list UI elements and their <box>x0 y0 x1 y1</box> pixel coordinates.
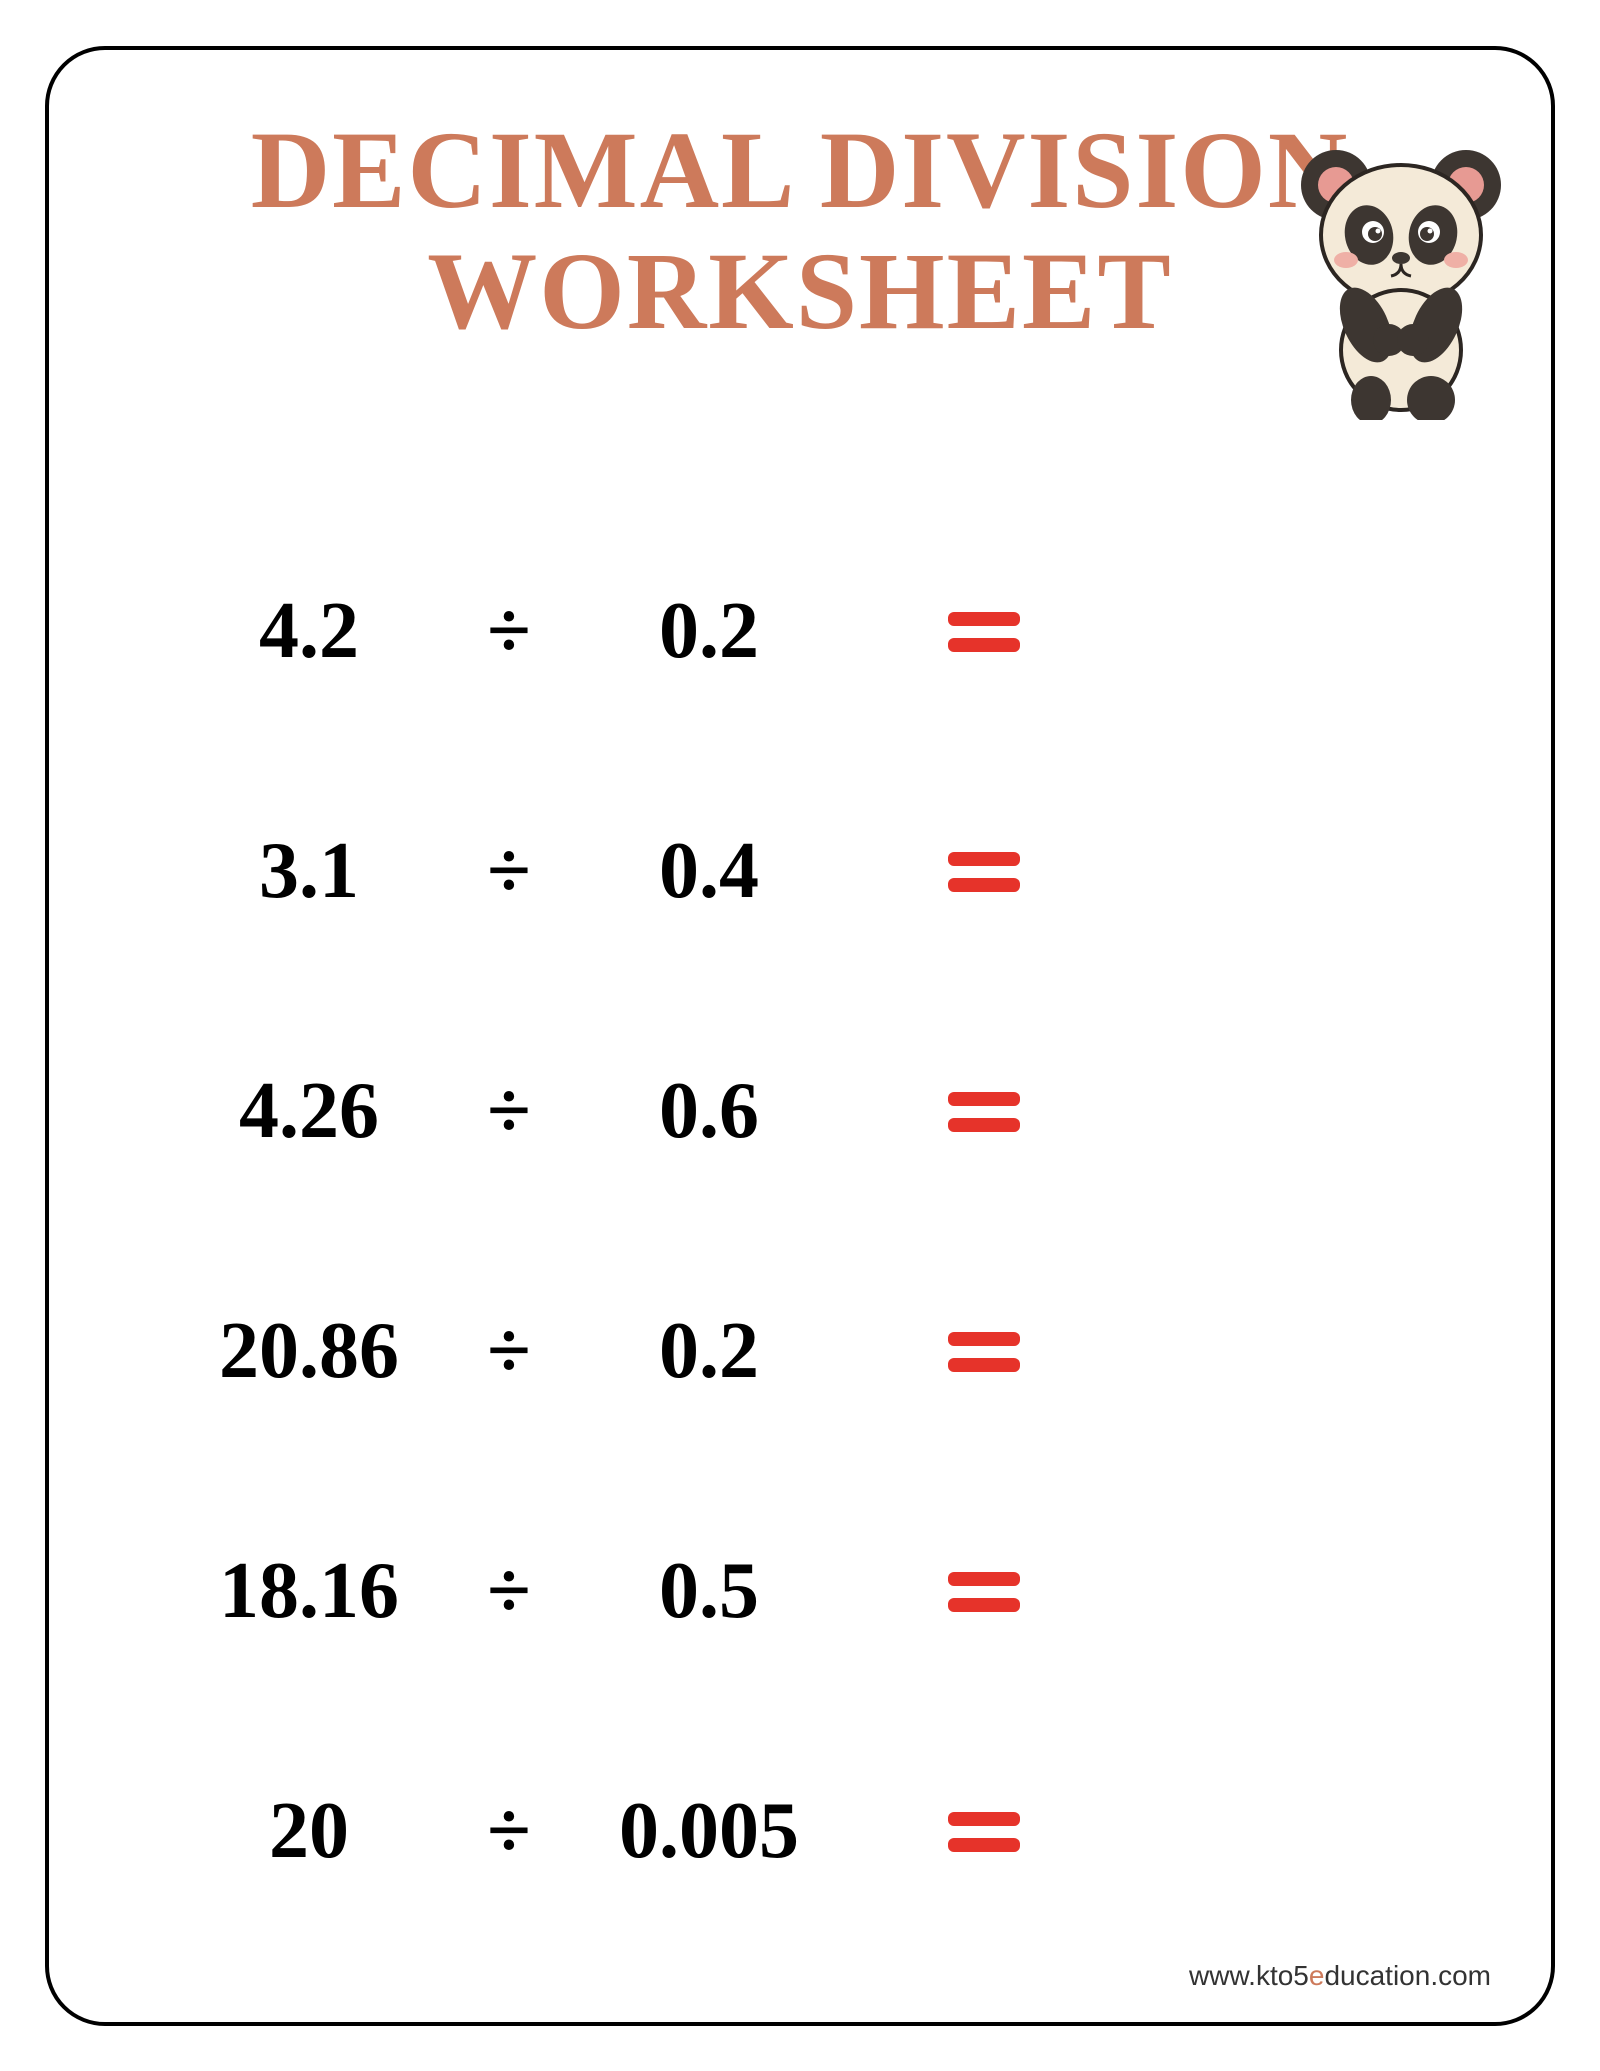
footer-accent: e <box>1309 1960 1325 1991</box>
divisor: 0.005 <box>569 1786 849 1877</box>
equals-sign <box>909 1572 1059 1612</box>
dividend: 18.16 <box>169 1546 449 1637</box>
problem-row: 20÷0.005 <box>169 1712 1491 1952</box>
dividend: 20.86 <box>169 1306 449 1397</box>
problem-row: 4.26÷0.6 <box>169 992 1491 1232</box>
equals-sign <box>909 1332 1059 1372</box>
dividend: 4.26 <box>169 1066 449 1157</box>
dividend: 4.2 <box>169 586 449 677</box>
panda-icon <box>1291 140 1511 420</box>
problem-row: 20.86÷0.2 <box>169 1232 1491 1472</box>
divisor: 0.5 <box>569 1546 849 1637</box>
division-operator: ÷ <box>449 1786 569 1877</box>
divisor: 0.6 <box>569 1066 849 1157</box>
division-operator: ÷ <box>449 586 569 677</box>
footer-prefix: www.kto5 <box>1189 1960 1309 1991</box>
division-operator: ÷ <box>449 1066 569 1157</box>
equals-sign <box>909 612 1059 652</box>
dividend: 3.1 <box>169 826 449 917</box>
equals-sign <box>909 852 1059 892</box>
title-line-1: DECIMAL DIVISION <box>109 110 1491 231</box>
worksheet-frame: DECIMAL DIVISION WORKSHEET <box>45 46 1555 2026</box>
problem-list: 4.2÷0.23.1÷0.44.26÷0.620.86÷0.218.16÷0.5… <box>109 512 1491 1952</box>
footer-url: www.kto5education.com <box>1189 1960 1491 1992</box>
dividend: 20 <box>169 1786 449 1877</box>
title-line-2: WORKSHEET <box>109 231 1491 352</box>
footer-suffix: ducation.com <box>1324 1960 1491 1991</box>
divisor: 0.2 <box>569 586 849 677</box>
problem-row: 18.16÷0.5 <box>169 1472 1491 1712</box>
divisor: 0.4 <box>569 826 849 917</box>
division-operator: ÷ <box>449 826 569 917</box>
division-operator: ÷ <box>449 1306 569 1397</box>
equals-sign <box>909 1812 1059 1852</box>
problem-row: 3.1÷0.4 <box>169 752 1491 992</box>
division-operator: ÷ <box>449 1546 569 1637</box>
problem-row: 4.2÷0.2 <box>169 512 1491 752</box>
divisor: 0.2 <box>569 1306 849 1397</box>
worksheet-title: DECIMAL DIVISION WORKSHEET <box>109 110 1491 352</box>
equals-sign <box>909 1092 1059 1132</box>
